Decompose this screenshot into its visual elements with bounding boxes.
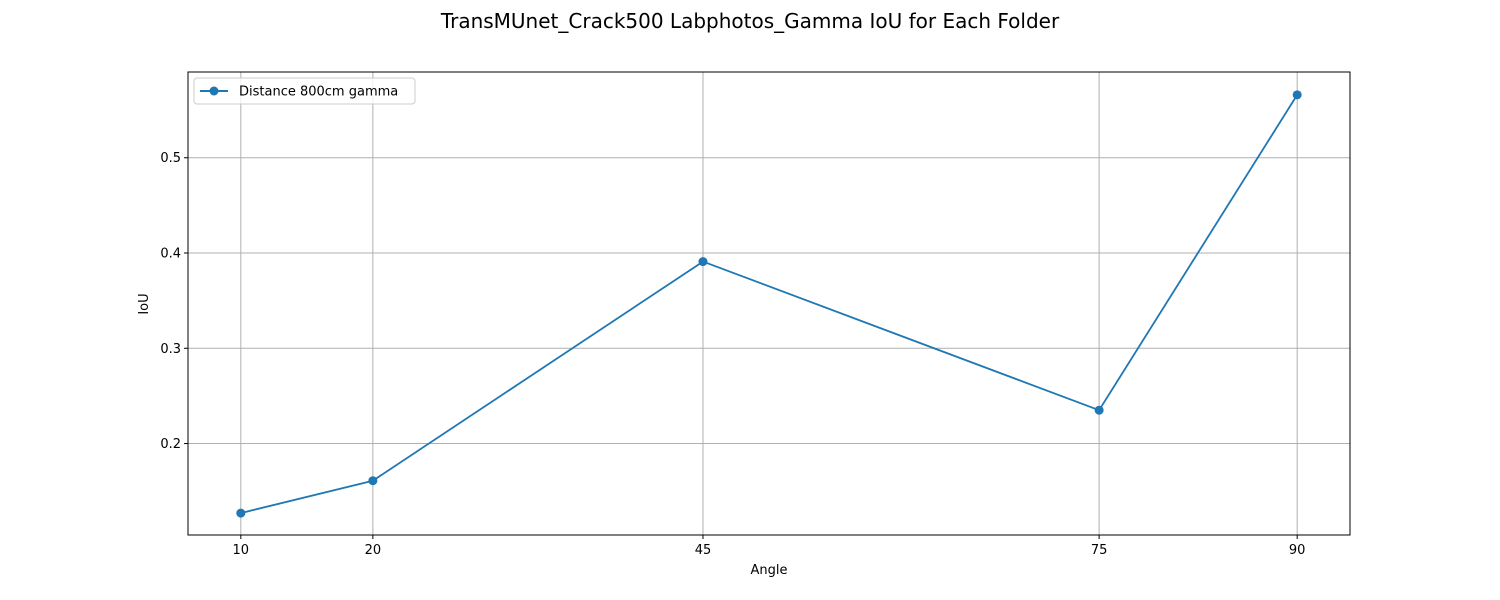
- data-point: [368, 476, 378, 486]
- y-axis-label: IoU: [137, 293, 152, 314]
- data-point: [236, 508, 246, 518]
- data-point: [698, 257, 708, 267]
- legend-entry-label: Distance 800cm gamma: [239, 85, 398, 100]
- x-tick-label: 20: [365, 543, 382, 558]
- x-tick-label: 75: [1091, 543, 1108, 558]
- grid-lines: [188, 72, 1350, 535]
- data-point: [1094, 405, 1104, 415]
- plot-area: [187, 71, 1351, 536]
- x-tick-label: 45: [695, 543, 712, 558]
- x-tick-label: 10: [233, 543, 250, 558]
- x-axis-label: Angle: [751, 563, 788, 578]
- data-point: [1292, 90, 1302, 100]
- series-layer: [236, 90, 1302, 518]
- legend-marker-swatch: [209, 86, 219, 96]
- y-tick-label: 0.4: [160, 247, 181, 262]
- x-tick-label: 90: [1289, 543, 1306, 558]
- y-tick-label: 0.2: [160, 437, 181, 452]
- y-tick-label: 0.5: [160, 151, 181, 166]
- y-axis: 0.2 0.3 0.4 0.5: [160, 151, 188, 452]
- y-tick-label: 0.3: [160, 342, 181, 357]
- legend-box: [193, 77, 416, 105]
- x-axis: 10 20 45 75 90: [233, 535, 1306, 558]
- legend: Distance 800cm gamma: [193, 77, 416, 105]
- chart-title: TransMUnet_Crack500 Labphotos_Gamma IoU …: [440, 9, 1060, 33]
